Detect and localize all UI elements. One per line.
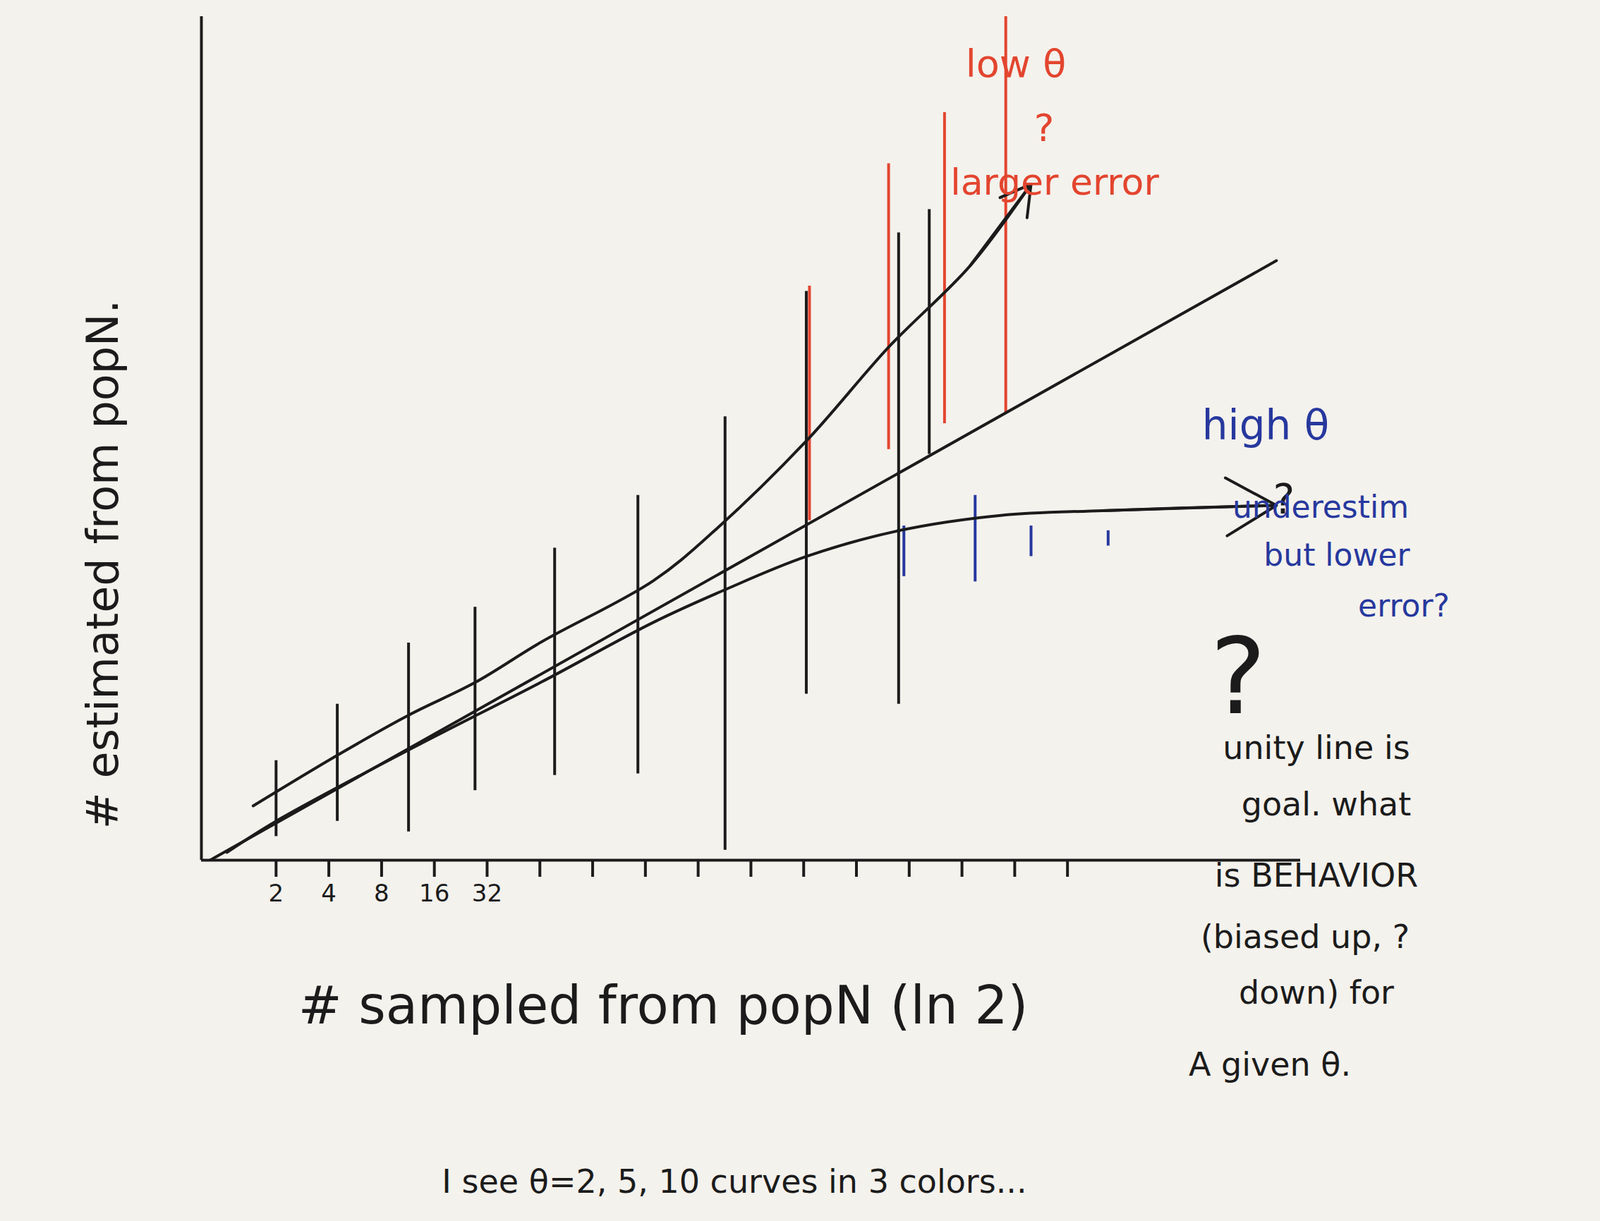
svg-text:underestim: underestim (1232, 488, 1409, 525)
svg-text:unity line is: unity line is (1222, 728, 1410, 767)
svg-text:4: 4 (320, 879, 337, 908)
svg-text:(biased up, ?: (biased up, ? (1200, 917, 1410, 956)
svg-text:larger error: larger error (950, 160, 1160, 204)
svg-text:A given θ.: A given θ. (1188, 1045, 1351, 1084)
svg-text:32: 32 (471, 879, 503, 908)
svg-text:?: ? (1209, 615, 1267, 738)
svg-text:16: 16 (419, 879, 450, 908)
svg-text:high θ: high θ (1202, 401, 1330, 450)
svg-text:but lower: but lower (1263, 536, 1411, 573)
svg-text:I see θ=2, 5, 10 curves in 3 c: I see θ=2, 5, 10 curves in 3 colors... (441, 1162, 1027, 1201)
svg-text:?: ? (1034, 105, 1055, 151)
svg-text:# sampled from popN (ln 2): # sampled from popN (ln 2) (298, 974, 1029, 1036)
svg-text:# estimated from popN.: # estimated from popN. (76, 299, 129, 829)
svg-text:low θ: low θ (965, 41, 1066, 87)
svg-text:down) for: down) for (1238, 973, 1395, 1012)
svg-text:8: 8 (373, 879, 390, 908)
svg-text:goal. what: goal. what (1241, 785, 1412, 824)
svg-text:is BEHAVIOR: is BEHAVIOR (1214, 856, 1418, 895)
svg-text:error?: error? (1358, 587, 1450, 624)
svg-text:2: 2 (268, 879, 285, 908)
